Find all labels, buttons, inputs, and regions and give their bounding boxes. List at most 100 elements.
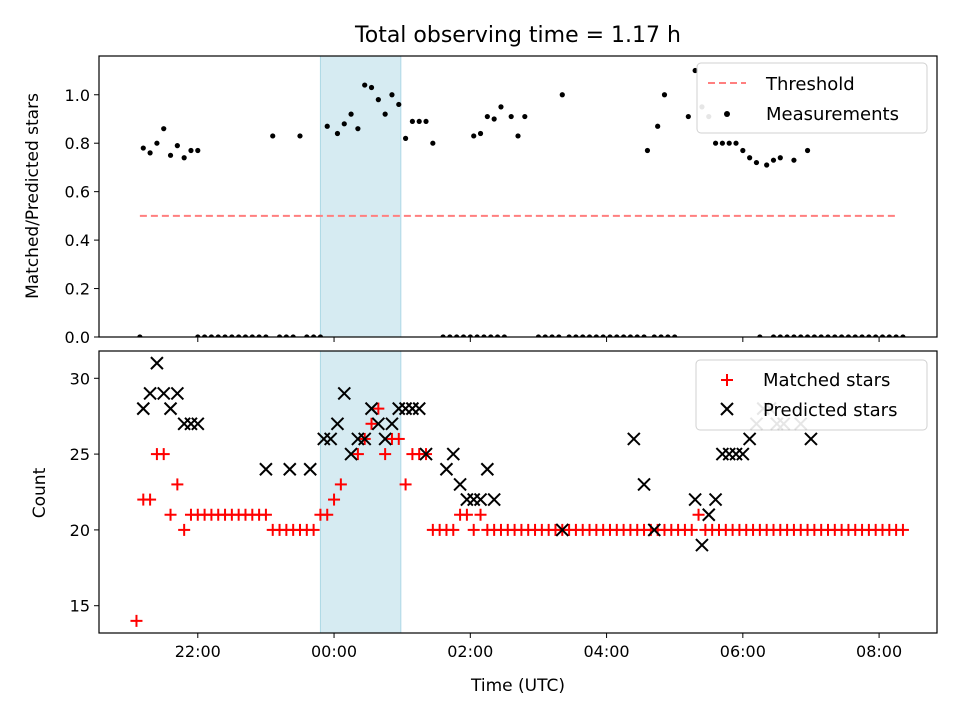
- measurement-point: [777, 334, 783, 337]
- x-axis-label: Time (UTC): [470, 676, 565, 696]
- measurement-point: [276, 334, 283, 337]
- top-plot-area: 0.0 0.2 0.4 0.6 0.8 1.0: [65, 55, 938, 347]
- predicted-star-point: [323, 432, 338, 446]
- measurement-point: [270, 133, 276, 139]
- measurement-point: [893, 334, 899, 337]
- predicted-star-point: [330, 417, 345, 431]
- matched-star-point: [321, 508, 334, 521]
- measurement-point: [208, 334, 215, 337]
- predicted-star-point: [480, 462, 495, 476]
- measurement-point: [368, 84, 375, 91]
- top-y-tick-label: 1.0: [65, 86, 90, 105]
- top-legend: Threshold Measurements: [696, 62, 928, 134]
- top-axes-frame: [98, 55, 938, 338]
- predicted-star-point: [637, 477, 651, 492]
- measurement-point: [242, 334, 249, 337]
- predicted-star-point: [473, 492, 488, 507]
- predicted-star-point: [439, 462, 454, 476]
- top-y-tick-label: 0.6: [65, 183, 90, 202]
- measurement-point: [621, 334, 627, 337]
- measurement-point: [886, 334, 892, 337]
- matched-star-point: [365, 417, 378, 430]
- measurement-point: [665, 334, 671, 337]
- measurement-point: [515, 133, 521, 139]
- predicted-star-point: [170, 386, 185, 401]
- measurement-point: [770, 334, 777, 337]
- measurement-point: [484, 113, 490, 120]
- bottom-y-tick-label: 20: [70, 521, 90, 540]
- predicted-star-point: [722, 447, 736, 461]
- measurement-point: [818, 334, 824, 337]
- measurement-point: [488, 334, 494, 337]
- measurement-point: [481, 334, 487, 337]
- top-y-tick-label: 0.2: [65, 280, 90, 299]
- predicted-star-point: [136, 401, 150, 416]
- measurement-point: [229, 334, 235, 337]
- measurement-point: [249, 334, 255, 337]
- measurement-point: [791, 157, 797, 163]
- predicted-star-point: [163, 401, 178, 416]
- predicted-star-point: [259, 462, 273, 476]
- measurement-point: [304, 334, 310, 337]
- measurement-point: [811, 334, 817, 337]
- bottom-panel: 15 20 25 30 22:00 00:00 02:00 04:00 06:00 08:00 C…: [30, 350, 938, 696]
- measurement-point: [471, 133, 477, 139]
- predicted-star-point: [487, 492, 501, 507]
- measurement-point: [188, 147, 194, 154]
- predicted-star-point: [143, 386, 157, 401]
- measurement-point: [726, 140, 732, 146]
- measurement-point: [791, 334, 797, 337]
- x-tick-label: 02:00: [447, 642, 493, 661]
- bottom-shaded-interval: [319, 350, 402, 634]
- measurement-point: [777, 155, 783, 161]
- measurement-point: [501, 334, 507, 337]
- matched-star-point: [171, 478, 184, 491]
- measurement-point: [845, 334, 852, 337]
- measurement-point: [593, 334, 599, 337]
- matched-star-point: [259, 508, 272, 521]
- measurement-point: [430, 140, 436, 146]
- top-legend-box: [696, 62, 928, 134]
- top-y-tick-label: 0.0: [65, 328, 90, 347]
- predicted-star-point: [460, 492, 474, 507]
- predicted-star-point: [358, 432, 372, 446]
- measurement-point: [283, 334, 289, 337]
- measurement-point: [154, 140, 160, 146]
- measurement-point: [409, 118, 415, 125]
- predicted-star-point: [177, 417, 191, 431]
- bottom-markers: [130, 356, 909, 627]
- matched-star-point: [692, 508, 705, 521]
- measurement-point: [770, 157, 777, 163]
- measurement-point: [804, 334, 811, 337]
- predicted-star-point: [303, 462, 317, 476]
- measurement-point: [498, 104, 504, 110]
- bottom-y-axis-label: Count: [30, 467, 50, 518]
- predicted-star-point: [378, 432, 392, 446]
- matched-star-point: [334, 478, 347, 491]
- legend-matched-swatch: [721, 374, 733, 386]
- legend-matched-label: Matched stars: [763, 370, 890, 391]
- measurement-point: [236, 334, 242, 337]
- measurement-point: [733, 140, 739, 146]
- predicted-star-point: [385, 417, 399, 431]
- top-y-tick-label: 0.8: [65, 134, 90, 153]
- measurement-point: [586, 334, 593, 337]
- matched-star-point: [164, 508, 177, 521]
- measurement-point: [542, 334, 548, 337]
- measurement-point: [644, 147, 651, 154]
- predicted-star-point: [371, 417, 386, 431]
- measurement-point: [798, 334, 804, 337]
- matched-star-point: [474, 508, 487, 521]
- measurement-point: [324, 123, 330, 129]
- matched-star-point: [392, 432, 405, 445]
- legend-measurements-label: Measurements: [766, 104, 899, 125]
- predicted-star-point: [708, 492, 723, 507]
- legend-predicted-swatch: [720, 402, 734, 416]
- predicted-star-point: [412, 401, 426, 416]
- bottom-y-tick-label: 25: [70, 445, 90, 464]
- measurement-point: [655, 123, 661, 129]
- measurement-point: [559, 92, 565, 98]
- predicted-star-point: [337, 386, 351, 401]
- predicted-star-point: [344, 447, 358, 461]
